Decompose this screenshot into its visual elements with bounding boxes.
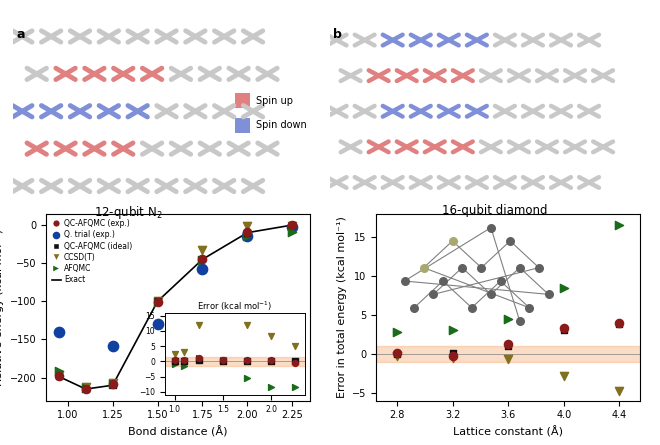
Point <box>81 385 91 392</box>
Point <box>81 386 91 393</box>
Point <box>558 284 569 291</box>
Text: Spin up: Spin up <box>256 96 293 105</box>
Point <box>242 229 253 236</box>
Point <box>447 352 458 360</box>
Text: b: b <box>333 28 342 40</box>
Point <box>152 298 163 305</box>
Point <box>392 352 403 360</box>
Point <box>197 257 208 264</box>
Point <box>197 247 208 254</box>
Point <box>503 343 513 350</box>
Point <box>53 367 64 374</box>
Point <box>108 379 118 386</box>
Point <box>108 381 118 388</box>
Point <box>108 342 118 349</box>
Point <box>242 232 253 239</box>
Point <box>81 384 91 392</box>
X-axis label: Bond distance (Å): Bond distance (Å) <box>129 426 228 437</box>
Point <box>558 327 569 334</box>
Point <box>614 319 624 326</box>
Text: 16-qubit diamond: 16-qubit diamond <box>442 204 548 217</box>
Point <box>392 328 403 336</box>
Point <box>558 324 569 332</box>
Point <box>287 228 298 235</box>
Point <box>152 298 163 305</box>
Point <box>503 356 513 363</box>
Y-axis label: Relative energy (kcal mol⁻¹): Relative energy (kcal mol⁻¹) <box>0 228 5 386</box>
Bar <box>235 118 250 133</box>
Point <box>197 255 208 263</box>
Point <box>287 221 298 228</box>
Point <box>53 372 64 380</box>
Point <box>53 328 64 336</box>
Point <box>242 222 253 230</box>
Point <box>152 297 163 304</box>
Point <box>447 354 458 361</box>
Point <box>447 349 458 356</box>
Point <box>197 265 208 272</box>
Point <box>197 256 208 263</box>
Point <box>108 380 118 387</box>
Point <box>287 224 298 231</box>
Y-axis label: Error in total energy (kcal mol⁻¹): Error in total energy (kcal mol⁻¹) <box>337 216 347 398</box>
Text: a: a <box>16 28 24 40</box>
Point <box>503 341 513 348</box>
Point <box>108 381 118 388</box>
Point <box>81 383 91 390</box>
Point <box>447 327 458 334</box>
Bar <box>235 93 250 108</box>
Text: Spin down: Spin down <box>256 121 307 130</box>
Point <box>53 371 64 378</box>
Point <box>614 320 624 328</box>
Point <box>392 350 403 357</box>
Point <box>287 222 298 229</box>
Point <box>152 321 163 328</box>
Point <box>503 315 513 322</box>
Bar <box>376 346 640 361</box>
Point <box>152 298 163 305</box>
Legend: QC-AFQMC (exp.), Q. trial (exp.), QC-AFQMC (ideal), CCSD(T), AFQMC, Exact: QC-AFQMC (exp.), Q. trial (exp.), QC-AFQ… <box>50 218 133 286</box>
Point <box>558 372 569 379</box>
Point <box>287 221 298 228</box>
Point <box>614 388 624 395</box>
Point <box>614 222 624 229</box>
Point <box>242 233 253 240</box>
Point <box>242 229 253 236</box>
X-axis label: Lattice constant (Å): Lattice constant (Å) <box>453 426 563 437</box>
Text: 12-qubit N$_2$: 12-qubit N$_2$ <box>94 204 163 221</box>
Point <box>392 349 403 356</box>
Point <box>53 372 64 380</box>
